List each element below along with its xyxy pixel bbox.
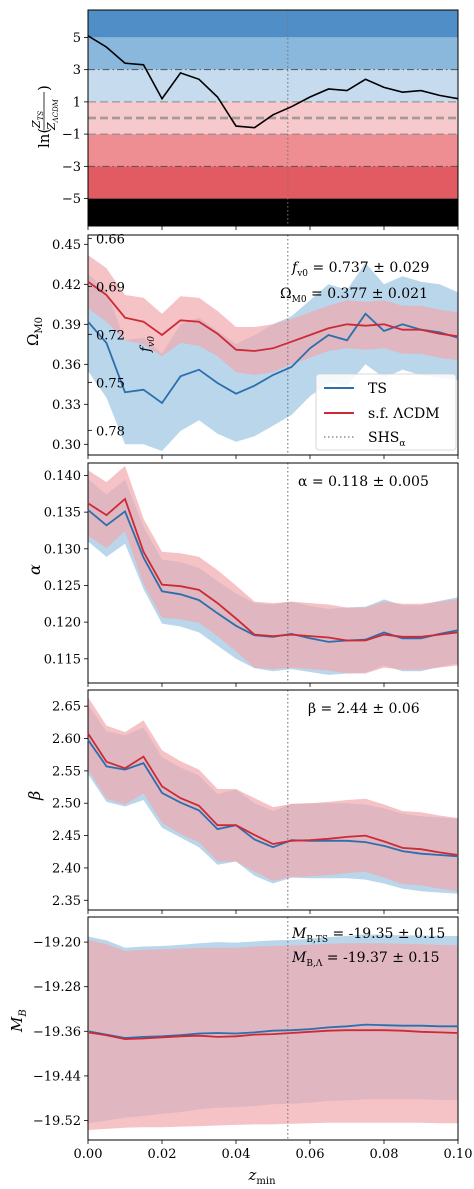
fv0-tick-label: 0.66 [96,232,125,247]
y-tick-label: 2.60 [52,732,81,747]
fv0-tick-label: 0.78 [96,424,125,439]
y-tick-label: 2.40 [52,861,81,876]
evidence-band [88,101,458,135]
x-tick-label: 0.10 [444,1147,473,1162]
y-tick-label: −5 [62,192,81,207]
ts-line [87,312,459,405]
axes-frame [87,234,459,456]
y-tick-label: 0.125 [44,579,81,594]
y-tick-label: 0.115 [44,652,81,667]
x-tick-label: 0.08 [370,1147,399,1162]
alpha-annotation: α = 0.118 ± 0.005 [298,474,429,490]
bayes-factor-panel: −5 −3 −1 1 3 5 [62,9,459,230]
evidence-band [88,69,458,102]
fv0-tick-label: 0.72 [96,328,125,343]
legend-box [315,373,457,451]
svg-text:fv0: fv0 [138,336,157,353]
omega-m0-panel: 0.30 0.33 0.36 0.39 0.42 0.45 0.66 0.69 0.72 0.75… [52,232,459,459]
axes-frame [87,9,459,227]
svg-text:ΩM0: ΩM0 [24,317,45,346]
ts-line [87,1023,458,1039]
y-tick-label: 2.45 [52,829,81,844]
y-tick-label: −19.36 [33,1025,81,1040]
fv0-axis-label: fv0 [138,336,157,353]
y-tick-label: 0.30 [52,438,81,453]
evidence-band [88,166,458,199]
legend-lcdm-label: s.f. ΛCDM [368,406,440,422]
axes-frame [87,916,459,1141]
evidence-band [88,134,458,167]
axes-frame [87,462,459,684]
mb-ylabel: MB [8,1009,29,1033]
y-tick-label: 2.50 [52,797,81,812]
y-tick-label: 1 [73,95,81,110]
omega-annotation: ΩM0 = 0.377 ± 0.021 [280,286,428,305]
beta-panel: 2.35 2.40 2.45 2.50 2.55 2.60 2.65 [52,689,459,914]
y-tick-label: −1 [62,128,81,143]
y-tick-label: 0.130 [44,542,81,557]
bayes-factor-line [87,35,459,129]
mb-lcdm-annotation: MB,Λ = -19.37 ± 0.15 [291,950,440,969]
axes-frame [87,689,459,911]
mb-ts-annotation: MB,TS = -19.35 ± 0.15 [291,926,445,945]
fv0-tick-label: 0.75 [96,376,125,391]
svg-text:MB: MB [8,1009,29,1033]
y-tick-label: 0.140 [44,469,81,484]
lcdm-line [87,280,459,352]
ts-line [87,739,459,858]
svg-text:ZTS: ZTS [30,111,45,129]
lcdm-line [87,497,459,642]
y-tick-label: 0.135 [44,506,81,521]
beta-ylabel: β [25,791,44,801]
lcdm-line [87,1029,459,1041]
x-tick-label: 0.02 [148,1147,177,1162]
x-tick-label: 0.04 [222,1147,251,1162]
omega-ylabel: ΩM0 [24,317,45,346]
lcdm-line [87,732,459,856]
svg-text:): ) [35,85,53,91]
y-tick-label: −3 [62,160,81,175]
y-tick-label: 3 [73,63,81,78]
alpha-ylabel: α [25,564,44,575]
svg-text:α: α [25,564,44,575]
y-tick-label: −19.28 [33,980,81,995]
y-tick-label: 5 [73,31,81,46]
y-tick-label: 2.35 [52,894,81,909]
y-tick-label: −19.44 [33,1069,81,1084]
evidence-band [88,10,458,38]
lcdm-band [88,255,458,375]
y-tick-label: 2.65 [52,700,81,715]
y-tick-label: 2.55 [52,764,81,779]
svg-text:ln(: ln( [35,128,53,148]
y-tick-label: 0.120 [44,616,81,631]
y-tick-label: 0.39 [52,318,81,333]
x-tick-label: 0.06 [296,1147,325,1162]
y-tick-label: 0.33 [52,398,81,413]
lcdm-band [88,465,458,674]
fv0-annotation: fv0 = 0.737 ± 0.029 [291,260,429,279]
fv0-tick-label: 0.69 [96,280,125,295]
y-tick-label: −19.52 [33,1114,81,1129]
x-tick-label: 0.00 [74,1147,103,1162]
x-axis-label: zmin [247,1166,276,1187]
mb-panel: −19.52 −19.44 −19.36 −19.28 −19.20 0.00 0.02 0.… [33,916,473,1162]
alpha-panel: 0.115 0.120 0.125 0.130 0.135 0.140 [44,462,459,687]
y-tick-label: 0.36 [52,358,81,373]
y-tick-label: −19.20 [33,936,81,951]
y-tick-label: 0.42 [52,278,81,293]
legend: TS s.f. ΛCDM SHSα [315,373,457,451]
legend-shs-label: SHSα [368,430,405,449]
y-tick-label: 0.45 [52,238,81,253]
bayes-ylabel: ln( ZTS ZΛCDM ) [30,85,60,148]
legend-ts-label: TS [368,381,387,397]
evidence-band [88,198,458,226]
svg-text:β: β [25,791,44,801]
svg-text:ZΛCDM: ZΛCDM [45,98,60,131]
beta-annotation: β = 2.44 ± 0.06 [308,701,420,717]
evidence-band [88,37,458,70]
